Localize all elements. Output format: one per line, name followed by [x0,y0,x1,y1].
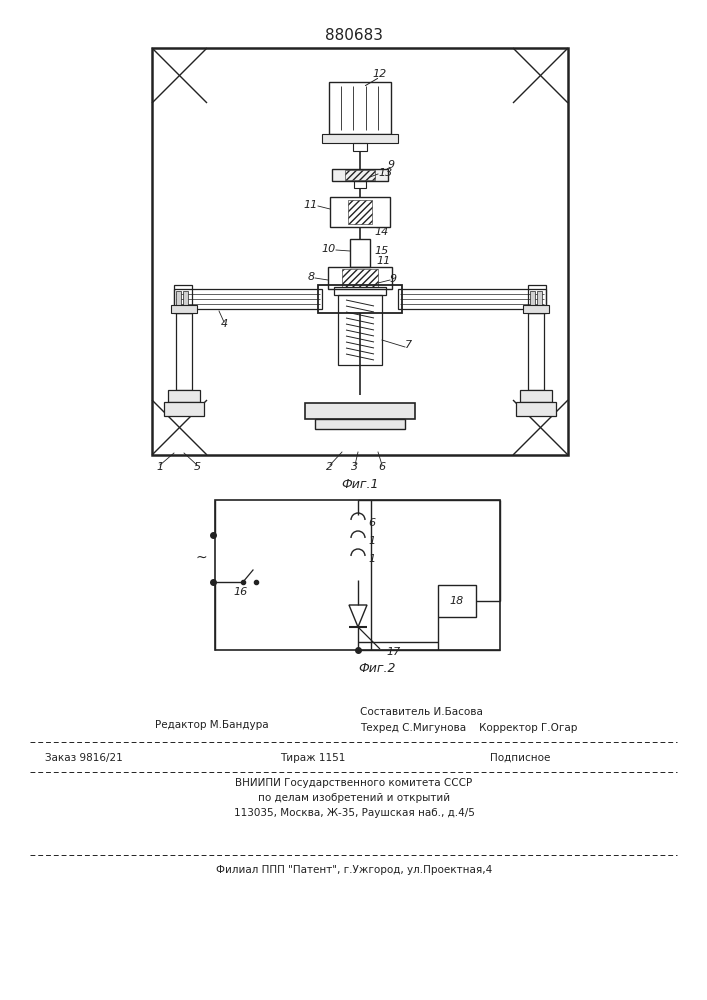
Bar [537,291,542,307]
Text: 1: 1 [156,462,163,472]
Text: 113035, Москва, Ж-35, Раушская наб., д.4/5: 113035, Москва, Ж-35, Раушская наб., д.4… [233,808,474,818]
Bar [176,291,181,307]
Bar [516,402,556,416]
Text: Фиг.1: Фиг.1 [341,479,379,491]
Bar [354,181,366,188]
Text: Фиг.2: Фиг.2 [358,662,396,674]
Bar [329,82,391,134]
Text: 8: 8 [308,272,315,282]
Text: 3: 3 [351,462,358,472]
Text: 2: 2 [327,462,334,472]
Bar [168,390,200,402]
Bar [348,200,372,224]
Text: 4: 4 [221,319,228,329]
Bar [164,402,204,416]
Text: 17: 17 [386,647,400,657]
Text: 9: 9 [390,274,397,284]
Text: 5: 5 [194,462,201,472]
Bar [338,295,382,365]
Bar [530,291,535,307]
Bar [174,289,322,309]
Bar [315,419,405,429]
Text: ~: ~ [195,551,207,565]
Text: Редактор М.Бандура: Редактор М.Бандура [155,720,269,730]
Text: по делам изобретений и открытий: по делам изобретений и открытий [258,793,450,803]
Bar [171,305,197,313]
Bar [305,403,415,419]
Text: 13: 13 [378,168,392,178]
Text: 7: 7 [405,340,412,350]
Text: Подписное: Подписное [490,753,550,763]
Text: Заказ 9816/21: Заказ 9816/21 [45,753,123,763]
Bar [342,269,378,287]
Bar [350,239,370,267]
Text: 1: 1 [368,554,375,564]
Bar [528,285,546,313]
Bar [183,291,188,307]
Text: 16: 16 [233,587,247,597]
Text: ВНИИПИ Государственного комитета СССР: ВНИИПИ Государственного комитета СССР [235,778,472,788]
Bar [345,170,375,180]
Text: 1: 1 [368,536,375,546]
Bar [398,289,546,309]
Bar [174,285,192,313]
Bar [438,585,476,617]
Text: Филиал ППП "Патент", г.Ужгород, ул.Проектная,4: Филиал ППП "Патент", г.Ужгород, ул.Проек… [216,865,492,875]
Bar [334,287,386,295]
Bar [328,267,392,289]
Bar [330,197,390,227]
Bar [520,390,552,402]
Text: 6: 6 [368,518,375,528]
Text: 18: 18 [450,596,464,606]
Bar [152,48,568,455]
Bar [176,313,192,390]
Text: 11: 11 [376,256,390,266]
Text: 10: 10 [322,244,336,254]
Text: 880683: 880683 [325,28,383,43]
Bar [528,313,544,390]
Text: 6: 6 [378,462,385,472]
Text: 14: 14 [374,227,388,237]
Text: 15: 15 [374,246,388,256]
Text: 11: 11 [304,200,318,210]
Text: Составитель И.Басова: Составитель И.Басова [360,707,483,717]
Bar [215,500,500,650]
Text: Тираж 1151: Тираж 1151 [280,753,346,763]
Text: 12: 12 [372,69,386,79]
Bar [322,134,398,143]
Text: 9: 9 [388,160,395,170]
Bar [523,305,549,313]
Bar [353,143,367,151]
Bar [318,285,402,313]
Text: Техред С.Мигунова    Корректор Г.Огар: Техред С.Мигунова Корректор Г.Огар [360,723,578,733]
Bar [332,169,388,181]
